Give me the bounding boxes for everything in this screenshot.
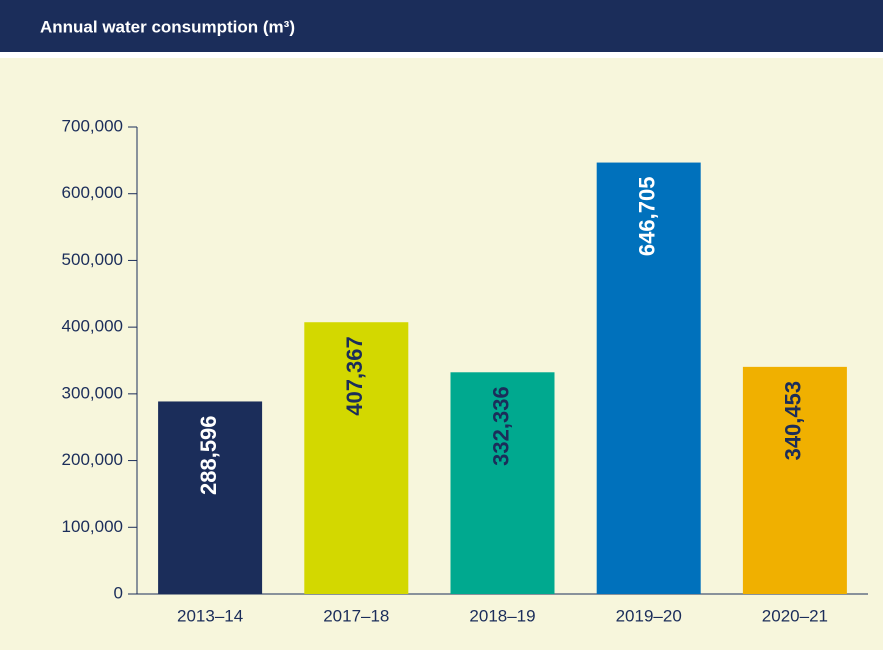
header-band — [0, 0, 883, 52]
x-tick-label: 2018–19 — [469, 606, 535, 625]
x-tick-label: 2020–21 — [762, 606, 828, 625]
y-tick-label: 300,000 — [62, 383, 123, 402]
y-tick-label: 200,000 — [62, 450, 123, 469]
bar — [450, 372, 555, 594]
y-tick-label: 600,000 — [62, 183, 123, 202]
y-tick-label: 0 — [114, 583, 123, 602]
value-label: 288,596 — [196, 415, 221, 495]
x-tick-label: 2017–18 — [323, 606, 389, 625]
x-tick-label: 2013–14 — [177, 606, 243, 625]
value-label: 340,453 — [781, 381, 806, 461]
chart-title: Annual water consumption (m³) — [40, 17, 295, 36]
y-tick-label: 400,000 — [62, 317, 123, 336]
value-label: 646,705 — [635, 177, 660, 257]
bar — [304, 322, 409, 594]
y-tick-label: 100,000 — [62, 517, 123, 536]
bar — [742, 366, 847, 594]
bar — [596, 162, 701, 595]
bar — [158, 401, 263, 594]
value-label: 332,336 — [488, 386, 513, 466]
chart-background — [0, 58, 883, 650]
y-tick-label: 700,000 — [62, 116, 123, 135]
y-tick-label: 500,000 — [62, 250, 123, 269]
value-label: 407,367 — [342, 336, 367, 416]
x-tick-label: 2019–20 — [616, 606, 682, 625]
